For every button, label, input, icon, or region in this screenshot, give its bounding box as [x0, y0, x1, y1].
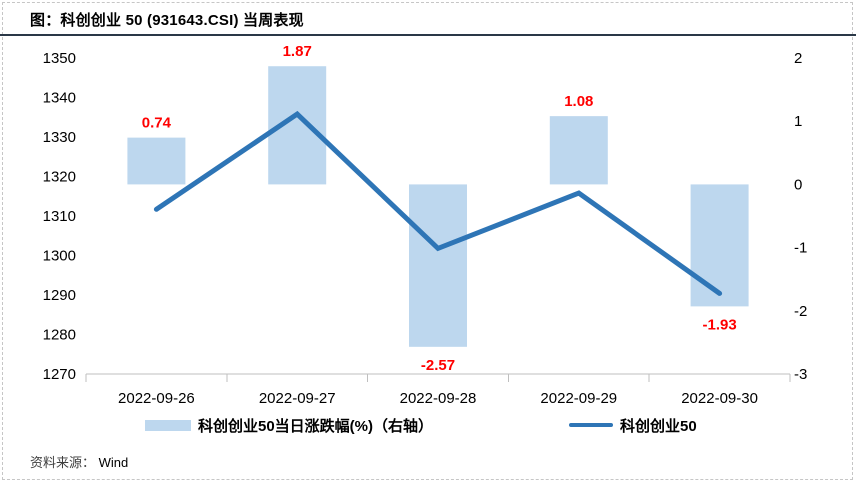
bar-data-label-2022-09-28: -2.57	[421, 357, 455, 374]
bar-2022-09-30	[690, 184, 749, 307]
source-note: 资料来源： Wind	[30, 452, 128, 471]
bar-data-label-2022-09-26: 0.74	[142, 115, 172, 132]
right-axis-tick--2: -2	[794, 303, 807, 320]
bar-data-label-2022-09-27: 1.87	[283, 43, 312, 60]
left-axis-tick-1270: 1270	[43, 366, 76, 383]
x-axis-label-2022-09-26: 2022-09-26	[118, 390, 195, 407]
line-series-label: 科创创业50	[620, 417, 697, 435]
left-axis-tick-1350: 1350	[43, 50, 76, 67]
figure-title: 图：科创创业 50 (931643.CSI) 当周表现	[30, 12, 304, 29]
x-axis-label-2022-09-30: 2022-09-30	[681, 390, 758, 407]
source-label: 资料来源：	[30, 455, 96, 470]
index-line-series	[153, 110, 723, 296]
x-axis-label-2022-09-28: 2022-09-28	[400, 390, 477, 407]
title-divider	[0, 34, 856, 36]
left-axis-tick-1320: 1320	[43, 169, 76, 186]
bar-data-label-2022-09-29: 1.08	[564, 93, 593, 110]
legend-item-bar-series: 科创创业50当日涨跌幅(%)（右轴）	[145, 415, 433, 435]
x-axis-label-2022-09-27: 2022-09-27	[259, 390, 336, 407]
left-axis-tick-1340: 1340	[43, 90, 76, 107]
bar-2022-09-29	[549, 116, 608, 185]
left-axis-tick-1310: 1310	[43, 208, 76, 225]
bar-series-swatch-icon	[145, 419, 191, 431]
right-axis-tick--1: -1	[794, 240, 807, 257]
left-axis-tick-1330: 1330	[43, 129, 76, 146]
chart-legend: 科创创业50当日涨跌幅(%)（右轴） 科创创业50	[0, 415, 856, 435]
x-axis-label-2022-09-29: 2022-09-29	[540, 390, 617, 407]
bar-series-label: 科创创业50当日涨跌幅(%)（右轴）	[198, 417, 434, 435]
left-axis-tick-1290: 1290	[43, 287, 76, 304]
left-axis-tick-1300: 1300	[43, 248, 76, 265]
bar-data-label-2022-09-30: -1.93	[702, 316, 736, 333]
legend-item-line-series: 科创创业50	[569, 415, 697, 435]
bar-2022-09-26	[127, 137, 186, 185]
right-axis-tick-1: 1	[794, 113, 802, 130]
bar-2022-09-28	[409, 184, 467, 347]
right-axis-tick--3: -3	[794, 366, 807, 383]
source-value: Wind	[98, 455, 129, 470]
right-axis-tick-2: 2	[794, 50, 802, 67]
line-series-swatch-icon	[569, 423, 613, 427]
right-axis-tick-0: 0	[794, 176, 802, 193]
left-axis-tick-1280: 1280	[43, 327, 76, 344]
